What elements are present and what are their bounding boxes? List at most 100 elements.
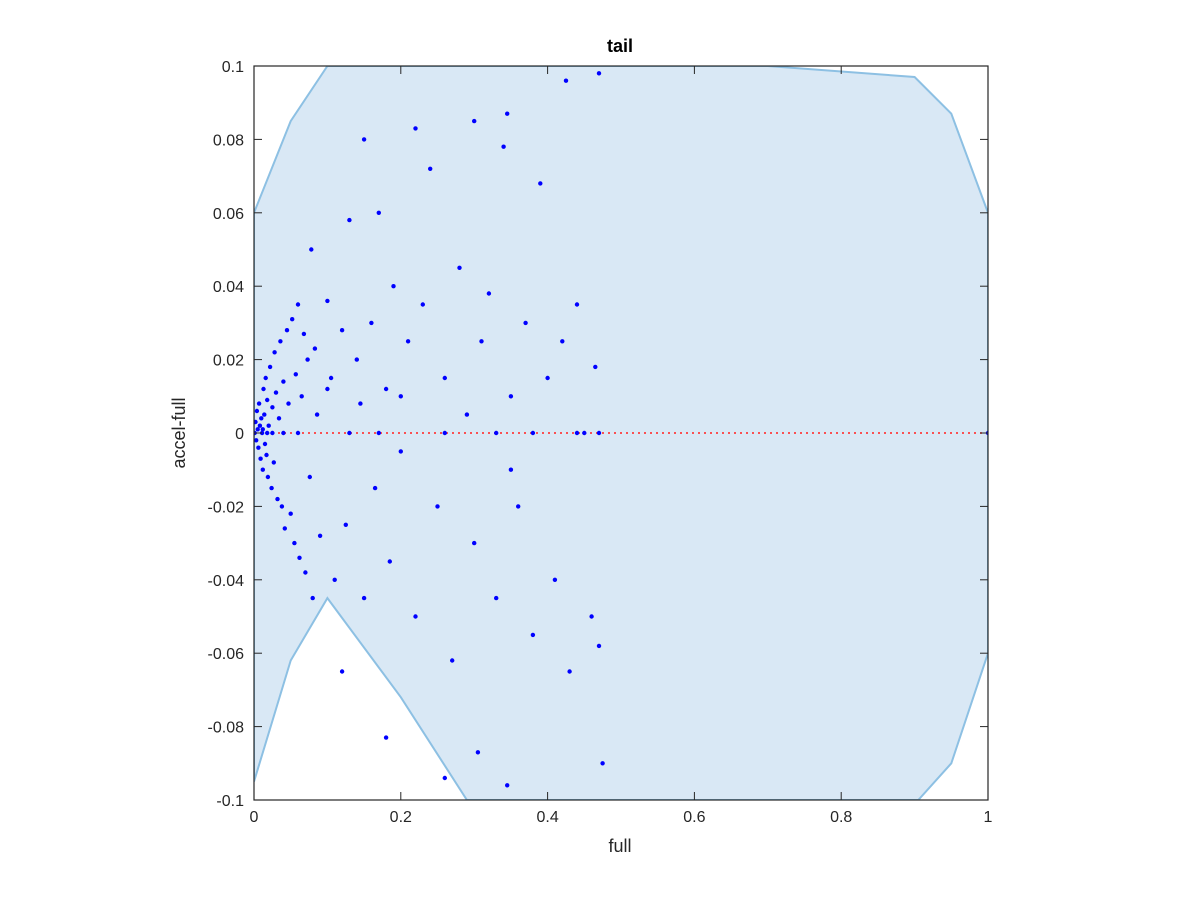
data-point — [383, 735, 389, 740]
data-point — [265, 474, 271, 480]
data-point — [256, 401, 262, 406]
data-point — [387, 559, 392, 564]
data-point — [254, 438, 259, 443]
y-tick-label: 0.02 — [213, 353, 244, 370]
data-point — [398, 449, 403, 454]
data-point — [275, 496, 280, 502]
y-tick-label: -0.1 — [216, 793, 244, 810]
y-tick-label: 0 — [235, 426, 244, 443]
data-point — [347, 430, 352, 436]
x-tick-label: 0.2 — [390, 809, 412, 826]
data-point — [263, 375, 268, 381]
data-point — [405, 339, 411, 344]
data-point — [310, 595, 315, 601]
data-point — [508, 394, 514, 399]
plot-area — [254, 66, 988, 800]
data-point — [339, 669, 345, 674]
data-point — [297, 555, 302, 560]
data-point — [278, 339, 283, 344]
y-tick-label: 0.06 — [213, 206, 244, 223]
data-point — [589, 614, 594, 619]
data-point — [501, 144, 506, 149]
data-point — [552, 577, 558, 582]
data-point — [262, 412, 267, 417]
data-point — [376, 210, 381, 215]
data-point — [254, 408, 260, 414]
data-point — [413, 126, 418, 131]
y-axis-ticks: -0.1 -0.08 -0.06 -0.04 -0.02 0 0.02 0.04 0.06 0.0… — [208, 59, 988, 810]
data-point — [472, 540, 477, 546]
data-point — [398, 394, 403, 399]
data-point — [266, 423, 271, 428]
data-point — [567, 669, 572, 674]
x-axis-label: full — [608, 836, 631, 856]
data-point — [494, 430, 499, 436]
data-point — [596, 643, 602, 649]
x-tick-label: 0.4 — [536, 809, 558, 826]
data-point — [295, 302, 301, 307]
data-point — [582, 430, 587, 436]
data-point — [256, 445, 261, 450]
data-point — [508, 467, 514, 472]
y-tick-label: -0.02 — [208, 499, 245, 516]
data-point — [290, 317, 295, 322]
data-point — [516, 504, 521, 509]
data-point — [267, 364, 273, 370]
data-point — [574, 430, 580, 436]
data-point — [328, 375, 334, 381]
data-point — [259, 430, 265, 436]
data-point — [574, 302, 580, 307]
data-point — [270, 430, 275, 436]
data-point — [254, 419, 258, 425]
data-point — [464, 412, 470, 417]
data-point — [261, 386, 266, 392]
data-point — [264, 452, 269, 458]
data-point — [494, 595, 499, 601]
data-point — [286, 401, 291, 406]
data-point — [301, 331, 307, 337]
data-point — [369, 320, 374, 326]
data-point — [560, 339, 565, 344]
data-point — [420, 302, 425, 307]
data-point — [450, 658, 455, 663]
data-point — [413, 614, 418, 619]
data-point — [257, 423, 263, 428]
data-point — [545, 375, 550, 381]
data-point — [361, 137, 367, 142]
data-point — [292, 540, 297, 546]
data-point — [262, 441, 268, 447]
data-point — [428, 166, 433, 171]
data-point — [376, 430, 381, 436]
data-point — [307, 474, 312, 480]
data-point — [312, 346, 318, 351]
x-tick-label: 0.6 — [683, 809, 705, 826]
data-point — [303, 570, 308, 575]
y-tick-label: -0.08 — [208, 720, 245, 737]
data-point — [593, 364, 598, 370]
data-point — [505, 783, 510, 788]
chart-title: tail — [607, 36, 633, 56]
y-tick-label: 0.08 — [213, 132, 244, 149]
y-tick-label: -0.06 — [208, 646, 245, 663]
data-point — [372, 485, 378, 491]
data-point — [265, 397, 270, 403]
y-tick-label: -0.04 — [208, 573, 245, 590]
data-point — [281, 379, 286, 384]
data-point — [288, 511, 293, 516]
data-point — [299, 394, 304, 399]
data-point — [282, 526, 287, 531]
data-point — [339, 328, 345, 333]
data-point — [343, 522, 348, 527]
data-point — [442, 375, 447, 381]
data-point — [265, 430, 270, 436]
data-point — [530, 632, 536, 638]
data-point — [325, 298, 330, 304]
data-point — [309, 247, 314, 252]
data-point — [442, 775, 447, 781]
data-point — [475, 750, 481, 755]
data-point — [279, 504, 285, 509]
data-point — [273, 390, 279, 395]
data-point — [442, 430, 447, 436]
y-tick-label: 0.04 — [213, 279, 244, 296]
